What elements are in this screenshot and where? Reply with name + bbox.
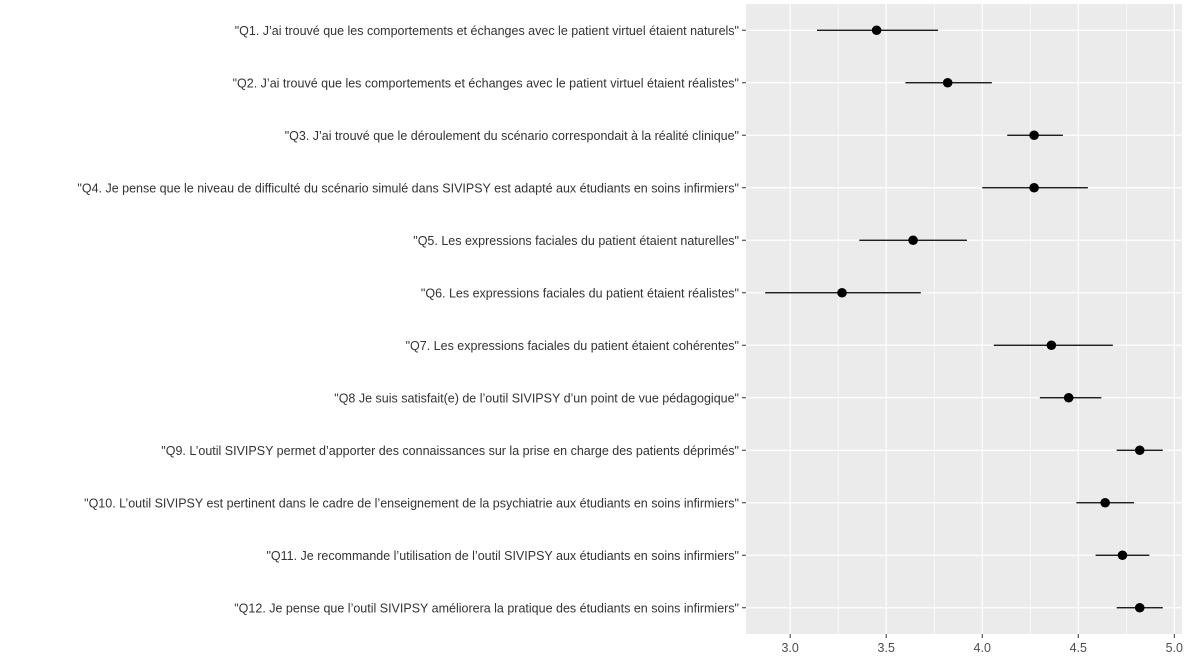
- category-label: "Q4. Je pense que le niveau de difficult…: [77, 181, 739, 195]
- data-points: [837, 25, 1145, 613]
- data-point: [1029, 182, 1039, 193]
- category-label: "Q8 Je suis satisfait(e) de l’outil SIVI…: [334, 391, 739, 405]
- x-tick-label: 4.5: [1070, 641, 1087, 655]
- y-axis-ticks: [742, 29, 746, 609]
- data-point: [1046, 340, 1057, 351]
- category-label: "Q3. J’ai trouvé que le déroulement du s…: [285, 129, 739, 143]
- category-label: "Q1. J’ai trouvé que les comportements e…: [235, 24, 739, 38]
- data-point: [1100, 497, 1110, 508]
- data-point: [871, 25, 882, 36]
- category-label: "Q12. Je pense que l’outil SIVIPSY améli…: [234, 601, 739, 615]
- category-label: "Q9. L’outil SIVIPSY permet d’apporter d…: [161, 444, 739, 458]
- x-tick-label: 3.0: [781, 641, 798, 655]
- data-point: [1029, 130, 1039, 141]
- x-tick-label: 3.5: [878, 641, 895, 655]
- x-axis-labels: 3.0 3.5 4.0 4.5 5.0: [781, 641, 1183, 655]
- data-point: [1134, 445, 1145, 456]
- category-label: "Q2. J’ai trouvé que les comportements e…: [233, 76, 739, 90]
- data-point: [837, 287, 847, 298]
- category-label: "Q10. L’outil SIVIPSY est pertinent dans…: [84, 496, 739, 510]
- y-axis-labels: "Q1. J’ai trouvé que les comportements e…: [77, 24, 739, 616]
- data-point: [908, 235, 918, 246]
- x-tick-label: 4.0: [974, 641, 991, 655]
- data-point: [942, 77, 953, 88]
- category-label: "Q7. Les expressions faciales du patient…: [406, 339, 739, 353]
- data-point: [1063, 392, 1074, 403]
- category-label: "Q5. Les expressions faciales du patient…: [413, 234, 739, 248]
- plot-panel: [746, 4, 1182, 634]
- grid-minor: [837, 4, 1127, 634]
- x-tick-label: 5.0: [1166, 641, 1183, 655]
- category-label: "Q6. Les expressions faciales du patient…: [421, 286, 739, 300]
- data-point: [1134, 602, 1145, 613]
- data-point: [1117, 550, 1128, 561]
- category-label: "Q11. Je recommande l’utilisation de l’o…: [266, 549, 739, 563]
- x-axis-ticks: [789, 634, 1175, 638]
